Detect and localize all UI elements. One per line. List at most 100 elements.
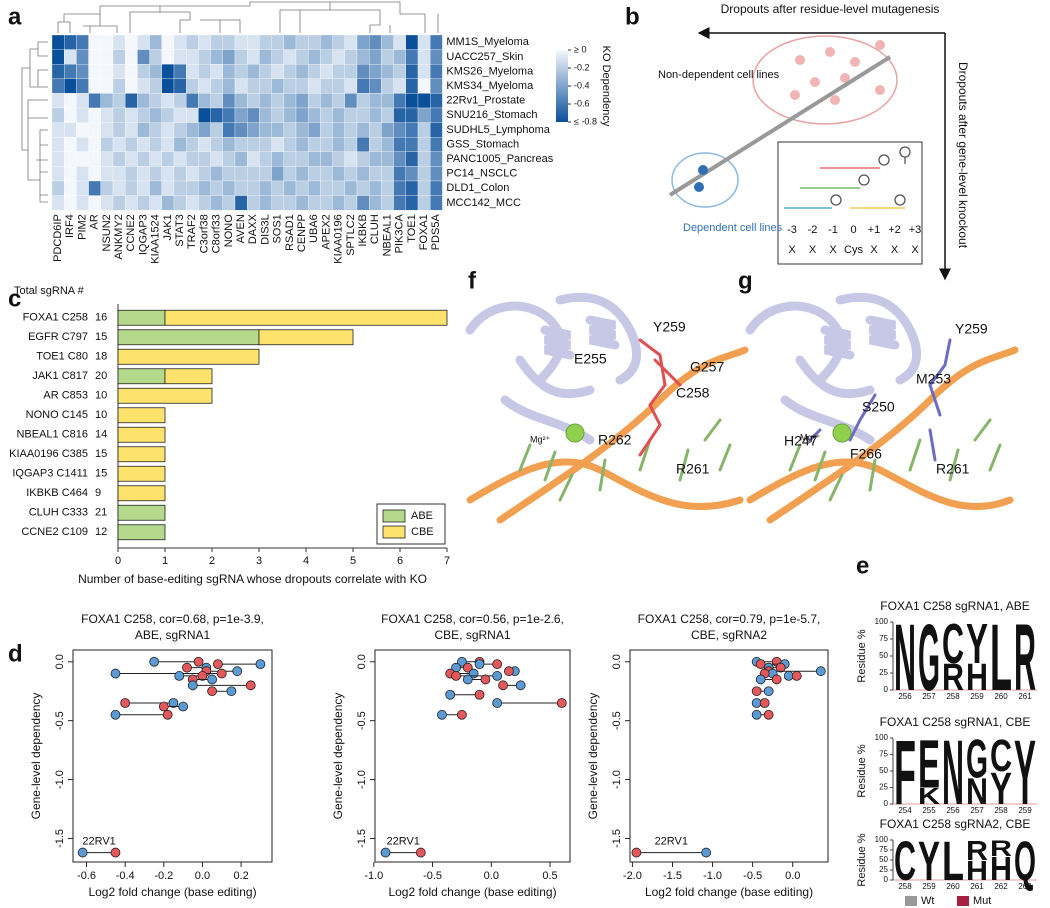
point <box>110 709 121 720</box>
point <box>751 686 762 697</box>
heatmap-cell <box>76 64 89 79</box>
heatmap-cell <box>405 34 419 50</box>
x-tick-label: 0.2 <box>233 870 248 882</box>
heatmap-cell <box>234 64 248 79</box>
heatmap-cell <box>295 180 309 196</box>
heatmap-cell <box>332 93 345 109</box>
heatmap-cell <box>51 180 65 196</box>
point <box>515 680 526 691</box>
heatmap-cell <box>393 107 406 123</box>
count-label: 16 <box>95 312 107 324</box>
heatmap-cell <box>161 151 175 167</box>
heatmap-cell <box>51 122 65 138</box>
heatmap-cell <box>259 49 272 65</box>
category-label: TOE1 C80 <box>36 351 88 363</box>
heatmap-cell <box>308 64 321 79</box>
y-axis-label: Residue % <box>856 833 868 886</box>
heatmap-cell <box>344 122 358 138</box>
position-label: 0 <box>850 224 856 236</box>
heatmap-cell <box>344 78 358 94</box>
heatmap-cell <box>295 78 309 94</box>
heatmap-cell <box>64 49 77 65</box>
heatmap-cell <box>125 180 138 196</box>
heatmap-cell <box>405 93 419 109</box>
y-tick-label: 25 <box>879 865 888 874</box>
position-label: 258 <box>946 692 960 701</box>
count-label: 15 <box>95 448 107 460</box>
group-label: Dependent cell lines <box>683 222 783 234</box>
heatmap-cell <box>222 34 236 50</box>
heatmap-cell <box>137 180 150 196</box>
heatmap-cell <box>100 64 114 79</box>
row-label: 22Rv1_Prostate <box>446 95 525 107</box>
y-tick-label: -1.5 <box>611 829 623 848</box>
column-label: PDCD6IP <box>52 214 64 262</box>
heatmap-cell <box>125 151 138 167</box>
legend-swatch <box>957 896 969 906</box>
residue-label: X <box>829 244 837 256</box>
point <box>213 659 223 670</box>
position-label: 257 <box>922 692 936 701</box>
point <box>187 680 198 691</box>
heatmap-cell <box>247 195 260 211</box>
point <box>158 701 169 712</box>
heatmap-cell <box>271 122 284 138</box>
logo-letter: G <box>918 606 940 711</box>
y-tick-label: 0 <box>884 799 889 808</box>
y-tick-label: -0.5 <box>611 711 623 730</box>
dendrogram <box>21 1 439 203</box>
heatmap-cell <box>283 195 297 211</box>
count-label: 15 <box>95 331 107 343</box>
x-tick-label: 0.0 <box>195 870 210 882</box>
heatmap-cell <box>161 34 175 50</box>
heatmap-cell <box>369 166 382 182</box>
heatmap-cell <box>210 78 223 94</box>
heatmap-cell <box>381 49 394 65</box>
plot-title: FOXA1 C258, cor=0.56, p=1e-2.6, <box>381 612 564 626</box>
bar <box>117 407 166 424</box>
category-label: NONO C145 <box>26 409 88 421</box>
plot-box <box>629 649 829 863</box>
heatmap-cell <box>149 122 162 138</box>
heatmap-cell <box>222 151 236 167</box>
heatmap-cell <box>283 64 297 79</box>
heatmap-cell <box>430 122 443 138</box>
heatmap-cell <box>234 122 248 138</box>
y-axis-label: Residue % <box>856 629 868 682</box>
heatmap-cell <box>381 107 394 123</box>
point <box>445 689 456 700</box>
count-label: 18 <box>95 351 107 363</box>
logo-letter: C <box>894 831 916 892</box>
y-axis-label: Gene-level dependency <box>331 693 345 820</box>
heatmap-cell <box>137 107 150 123</box>
category-label: IKBKB C464 <box>26 487 88 499</box>
heatmap-cell <box>173 151 187 167</box>
heatmap-cell <box>125 49 138 65</box>
heatmap-cell <box>234 166 248 182</box>
x-tick-label: -0.4 <box>116 870 135 882</box>
heatmap-cell <box>198 107 211 123</box>
heatmap-cell <box>112 64 126 79</box>
row-label: SUDHL5_Lymphoma <box>446 124 550 136</box>
heatmap-cell <box>356 64 370 79</box>
panel-label: g <box>738 267 753 294</box>
logo-letter: Q <box>1014 831 1036 892</box>
count-label: 15 <box>95 468 107 480</box>
column-label: PIK3CA <box>394 214 406 254</box>
column-label: TOE1 <box>406 214 418 243</box>
heatmap-cell <box>332 34 345 50</box>
heatmap-cell <box>100 122 114 138</box>
column-label: CENPP <box>296 214 308 252</box>
heatmap-cell <box>271 107 284 123</box>
heatmap-cell <box>100 195 114 211</box>
heatmap-cell <box>88 151 101 167</box>
heatmap-cell <box>112 195 126 211</box>
heatmap-cell <box>88 49 101 65</box>
point <box>771 674 782 685</box>
heatmap-cell <box>271 180 284 196</box>
legend-swatch <box>905 896 917 906</box>
annotation: 22RV1 <box>82 835 115 847</box>
heatmap-cell <box>149 93 162 109</box>
